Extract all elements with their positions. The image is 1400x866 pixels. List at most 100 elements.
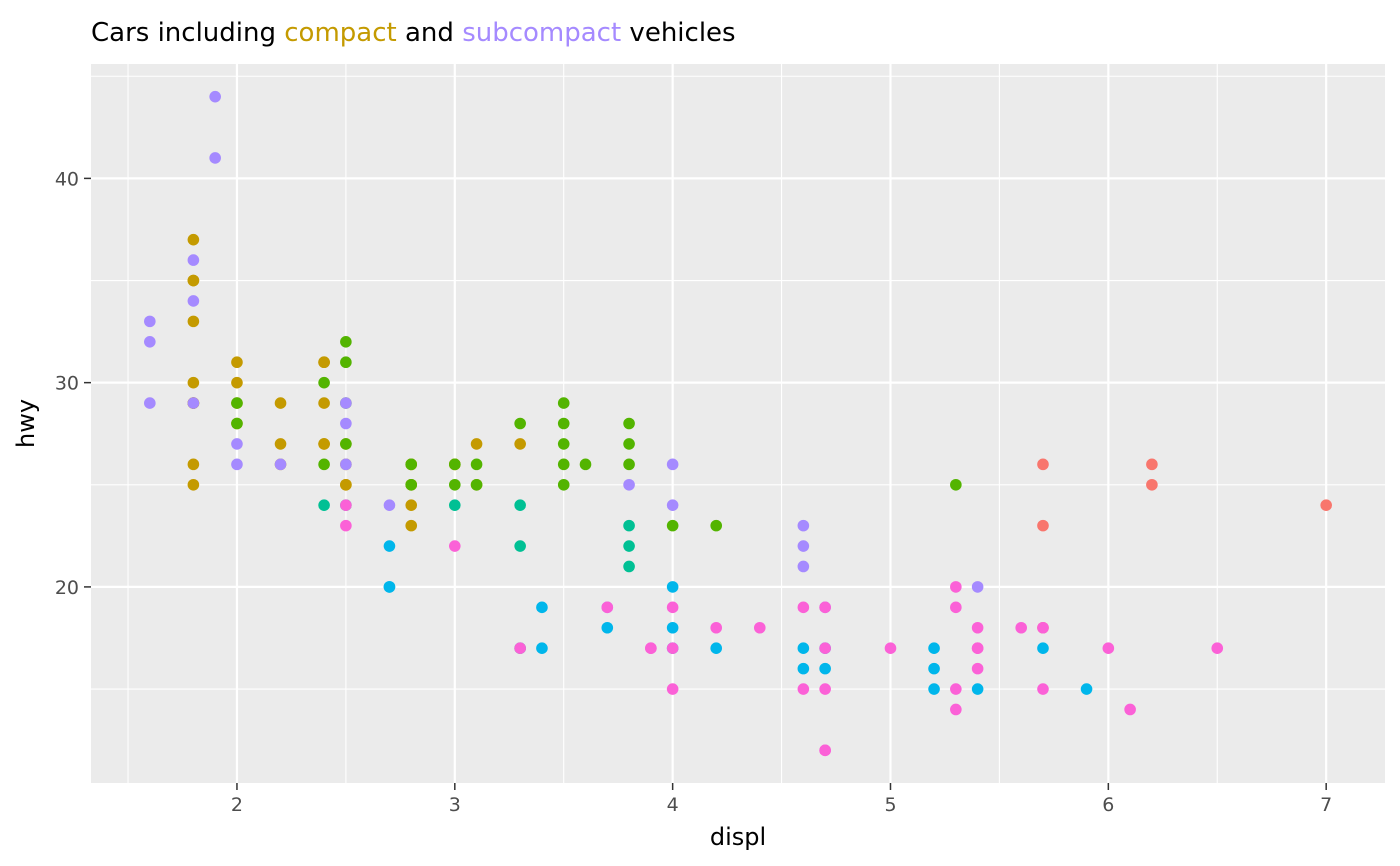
data-point (187, 295, 200, 307)
y-tick-label: 30 (55, 373, 79, 395)
data-point (144, 397, 156, 409)
data-point (710, 642, 723, 654)
data-point (1146, 458, 1158, 471)
data-point (797, 642, 810, 654)
data-point (1211, 642, 1224, 654)
data-point (187, 376, 200, 389)
data-point (449, 458, 461, 471)
data-point (187, 397, 200, 409)
data-point (797, 683, 810, 695)
plot-panel (91, 64, 1385, 783)
y-axis-title: hwy (12, 399, 40, 448)
data-point (557, 417, 570, 430)
data-point (318, 376, 330, 389)
major-gridlines (91, 64, 1385, 783)
data-point (623, 417, 635, 430)
data-point (579, 458, 592, 471)
data-point (187, 458, 200, 471)
y-tick-label: 40 (55, 168, 79, 190)
data-point (950, 703, 962, 716)
title-segment-4: vehicles (621, 18, 735, 48)
data-point (405, 499, 418, 512)
data-point (819, 744, 831, 757)
data-point (340, 478, 352, 491)
x-tick-label: 4 (667, 794, 679, 816)
x-tick-label: 3 (449, 794, 461, 816)
data-point (318, 356, 330, 369)
data-point (819, 601, 831, 614)
data-point (797, 540, 810, 552)
data-point (383, 581, 396, 593)
data-point (231, 458, 243, 471)
data-point (928, 683, 940, 695)
data-point (666, 519, 679, 532)
data-point (623, 519, 635, 532)
data-point (928, 662, 940, 675)
data-point (928, 642, 940, 654)
data-point (557, 438, 570, 450)
data-points (144, 90, 1332, 757)
data-point (950, 581, 962, 593)
data-point (950, 478, 962, 491)
data-point (209, 90, 221, 103)
data-point (884, 642, 897, 654)
data-point (557, 478, 570, 491)
data-point (950, 683, 962, 695)
data-point (405, 478, 418, 491)
x-tick-label: 5 (884, 794, 896, 816)
chart-title: Cars including compact and subcompact ve… (91, 18, 736, 48)
data-point (950, 601, 962, 614)
x-axis: 2 3 4 5 6 7 (231, 783, 1332, 816)
data-point (340, 335, 352, 348)
data-point (470, 478, 483, 491)
data-point (1146, 478, 1158, 491)
data-point (274, 458, 287, 471)
data-point (187, 254, 200, 266)
data-point (231, 376, 243, 389)
data-point (819, 662, 831, 675)
data-point (753, 621, 766, 634)
data-point (340, 458, 352, 471)
data-point (1124, 703, 1136, 716)
data-point (449, 540, 461, 552)
data-point (536, 642, 548, 654)
data-point (340, 438, 352, 450)
data-point (470, 458, 483, 471)
data-point (187, 233, 200, 246)
data-point (514, 540, 526, 552)
data-point (231, 397, 243, 409)
data-point (1037, 519, 1049, 532)
data-point (710, 621, 723, 634)
data-point (536, 601, 548, 614)
data-point (623, 478, 635, 491)
data-point (318, 397, 330, 409)
data-point (405, 458, 418, 471)
data-point (971, 642, 984, 654)
data-point (144, 315, 156, 328)
data-point (274, 438, 287, 450)
y-axis: 20 30 40 (55, 168, 91, 599)
data-point (797, 601, 810, 614)
data-point (666, 458, 679, 471)
data-point (383, 540, 396, 552)
title-segment-3: subcompact (462, 18, 621, 48)
data-point (405, 519, 418, 532)
series-6 (340, 499, 1224, 757)
data-point (623, 438, 635, 450)
data-point (666, 621, 679, 634)
data-point (1037, 621, 1049, 634)
data-point (601, 621, 614, 634)
data-point (1320, 499, 1332, 512)
data-point (819, 642, 831, 654)
data-point (144, 335, 156, 348)
data-point (1102, 642, 1115, 654)
data-point (971, 683, 984, 695)
data-point (797, 662, 810, 675)
data-point (1037, 642, 1049, 654)
data-point (819, 683, 831, 695)
data-point (666, 581, 679, 593)
x-tick-label: 7 (1320, 794, 1332, 816)
data-point (231, 417, 243, 430)
data-point (666, 499, 679, 512)
